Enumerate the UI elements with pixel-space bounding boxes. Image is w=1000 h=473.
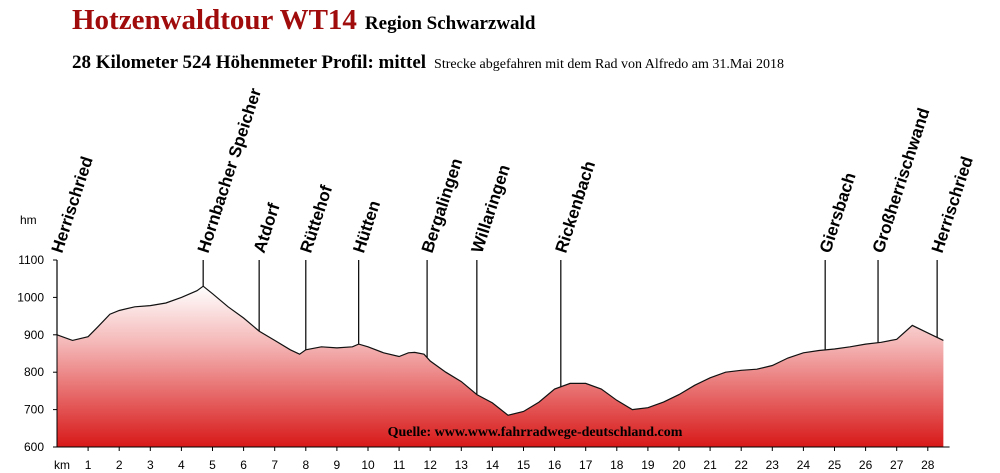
waypoint-label: Giersbach — [816, 170, 860, 255]
x-tick-label: 5 — [209, 458, 216, 472]
x-tick-label: 25 — [828, 458, 842, 472]
waypoint-label: Hornbacher Speicher — [194, 85, 265, 255]
y-tick-label: 600 — [24, 440, 44, 454]
x-tick-label: 24 — [797, 458, 811, 472]
waypoint-label: Rüttehof — [297, 183, 337, 256]
route-stats: 28 Kilometer 524 Höhenmeter Profil: mitt… — [72, 52, 427, 73]
source-label: Quelle: www.www.fahrradwege-deutschland.… — [388, 425, 683, 440]
elevation-line — [56, 285, 944, 416]
chart-subtitle: 28 Kilometer 524 Höhenmeter Profil: mitt… — [72, 52, 784, 74]
waypoint-label: Herrischried — [48, 154, 97, 255]
region-label: Region Schwarzwald — [364, 13, 536, 34]
route-title: Hotzenwaldtour WT14 — [72, 4, 357, 36]
x-tick-label: 22 — [735, 458, 749, 472]
waypoint-label: Großherrischwand — [869, 106, 934, 256]
x-tick-label: 18 — [610, 458, 624, 472]
waypoint-label: Bergalingen — [418, 156, 466, 255]
waypoint-label: Hütten — [349, 198, 384, 255]
y-tick-label: 700 — [24, 403, 44, 417]
x-tick-label: 16 — [548, 458, 562, 472]
y-tick-label: 1100 — [18, 253, 44, 267]
elevation-area — [57, 286, 944, 447]
x-tick-label: 23 — [766, 458, 780, 472]
x-tick-label: 15 — [517, 458, 531, 472]
x-tick-label: 9 — [334, 458, 341, 472]
x-tick-label: 7 — [271, 458, 278, 472]
x-axis-label: km — [54, 458, 70, 472]
x-tick-label: 27 — [890, 458, 904, 472]
y-tick-label: 900 — [24, 328, 44, 342]
x-tick-label: 19 — [641, 458, 655, 472]
x-tick-label: 20 — [672, 458, 686, 472]
x-tick-label: 1 — [85, 458, 92, 472]
x-tick-label: 2 — [116, 458, 123, 472]
y-tick-label: 1000 — [17, 290, 44, 304]
x-tick-label: 28 — [921, 458, 935, 472]
x-tick-label: 21 — [703, 458, 717, 472]
y-axis-label: hm — [20, 213, 37, 227]
waypoint-label: Rickenbach — [552, 159, 600, 256]
waypoint-label: Herrischried — [928, 154, 977, 255]
waypoint-label: Willaringen — [468, 162, 514, 255]
x-tick-label: 17 — [579, 458, 593, 472]
x-tick-label: 26 — [859, 458, 873, 472]
waypoint-label: Atdorf — [250, 201, 284, 256]
ride-note: Strecke abgefahren mit dem Rad von Alfre… — [434, 57, 784, 72]
x-tick-label: 13 — [455, 458, 469, 472]
chart-title: Hotzenwaldtour WT14 Region Schwarzwald — [72, 4, 535, 37]
x-tick-label: 10 — [361, 458, 375, 472]
x-tick-label: 8 — [302, 458, 309, 472]
x-tick-label: 14 — [486, 458, 500, 472]
x-tick-label: 6 — [240, 458, 247, 472]
x-tick-label: 12 — [424, 458, 438, 472]
x-tick-label: 3 — [147, 458, 154, 472]
x-tick-label: 11 — [393, 458, 406, 472]
y-tick-label: 800 — [24, 365, 44, 379]
x-tick-label: 4 — [178, 458, 185, 472]
